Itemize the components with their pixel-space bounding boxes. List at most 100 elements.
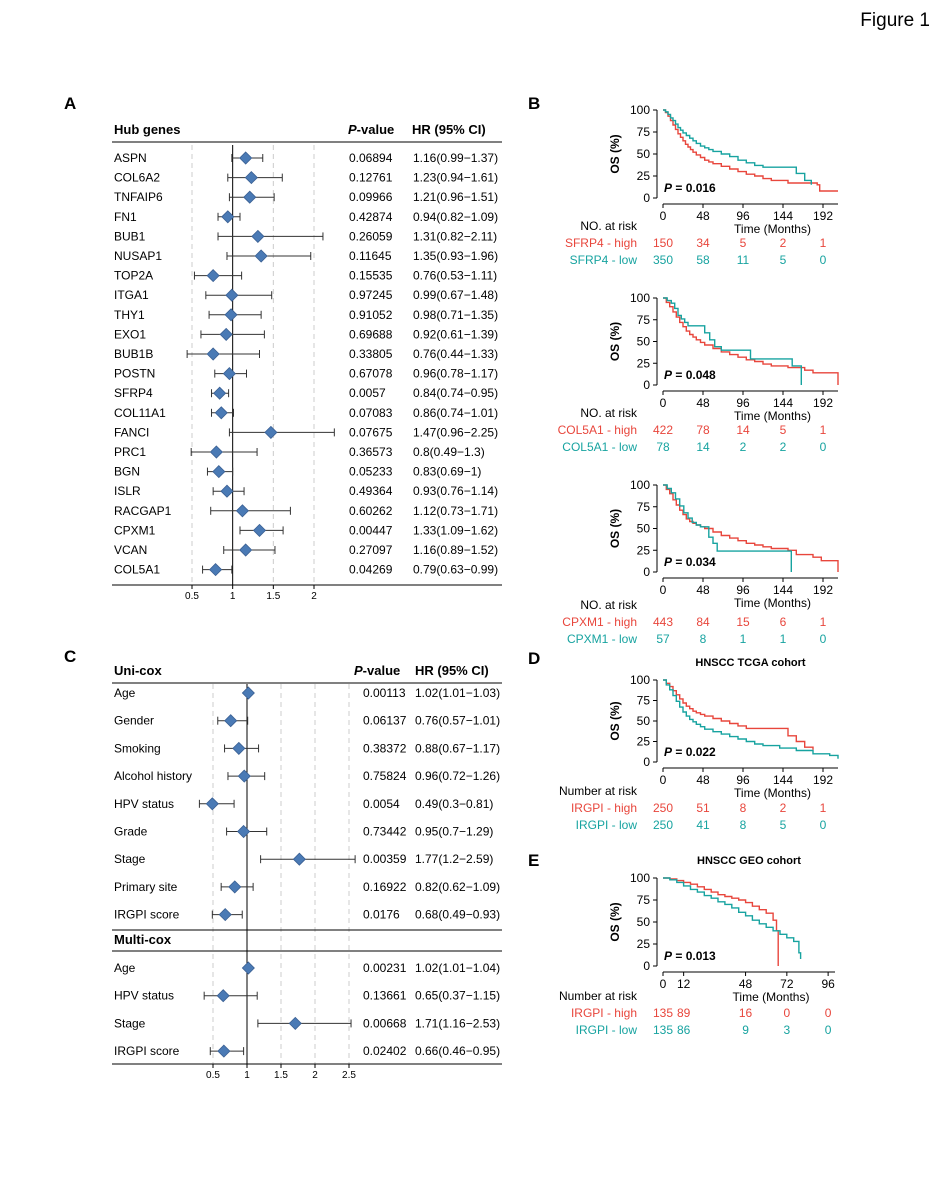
km-risk-group-label: CPXM1 - low [567, 632, 637, 646]
forest-row-hr-ci: 1.77(1.2−2.59) [415, 852, 493, 866]
forest-row-pvalue: 0.07675 [349, 425, 393, 439]
forest-row-label: IRGPI score [114, 908, 180, 922]
km-risk-count: 11 [737, 253, 750, 267]
forest-row-hr-ci: 0.76(0.44−1.33) [413, 347, 498, 361]
km-x-tick-label: 96 [736, 773, 750, 787]
km-x-tick-label: 192 [813, 209, 833, 223]
km-title: HNSCC GEO cohort [697, 855, 801, 867]
forest-row-hr-ci: 0.88(0.67−1.17) [415, 741, 500, 755]
forest-row-pvalue: 0.16922 [363, 880, 407, 894]
forest-hr-diamond [239, 151, 253, 165]
km-risk-title: NO. at risk [580, 598, 638, 612]
forest-row-label: EXO1 [114, 327, 146, 341]
km-risk-count: 1 [820, 801, 827, 815]
km-y-tick-label: 100 [630, 103, 650, 117]
km-x-tick-label: 48 [696, 583, 710, 597]
forest-row-hr-ci: 0.49(0.3−0.81) [415, 797, 493, 811]
forest-row-hr-ci: 1.71(1.16−2.53) [415, 1016, 500, 1030]
km-risk-count: 41 [696, 818, 710, 832]
km-y-tick-label: 0 [643, 755, 650, 769]
forest-hr-diamond [220, 484, 234, 498]
forest-hr-diamond [206, 269, 220, 283]
km-risk-count: 2 [780, 440, 787, 454]
forest-row-pvalue: 0.26059 [349, 229, 393, 243]
forest-row-label: VCAN [114, 543, 147, 557]
forest-row-pvalue: 0.60262 [349, 504, 393, 518]
forest-hr-diamond [225, 288, 239, 302]
forest-hr-diamond [219, 327, 233, 341]
forest-row-hr-ci: 0.99(0.67−1.48) [413, 288, 498, 302]
km-risk-count: 2 [780, 801, 787, 815]
forest-row-label: Smoking [114, 741, 161, 755]
km-y-label: OS (%) [608, 509, 622, 548]
forest-row-hr-ci: 0.83(0.69−1) [413, 465, 481, 479]
forest-row-pvalue: 0.0057 [349, 386, 386, 400]
km-curve-high [663, 109, 838, 192]
km-risk-group-label: SFRP4 - low [570, 253, 638, 267]
forest-row-label: BUB1 [114, 229, 146, 243]
panel-letter-b: B [528, 94, 540, 113]
km-y-tick-label: 100 [630, 291, 650, 305]
forest-row-pvalue: 0.11645 [349, 249, 392, 263]
km-y-tick-label: 100 [630, 871, 650, 885]
forest-hr-diamond [264, 425, 278, 439]
forest-axis-tick-label: 2 [311, 591, 317, 602]
forest-row-hr-ci: 0.82(0.62−1.09) [415, 880, 500, 894]
km-risk-count: 5 [780, 423, 787, 437]
km-risk-count: 0 [820, 440, 827, 454]
panel-letter-d: D [528, 649, 540, 668]
km-x-tick-label: 144 [773, 583, 793, 597]
forest-hr-diamond [218, 908, 232, 922]
km-risk-count: 350 [653, 253, 673, 267]
forest-row-label: RACGAP1 [114, 504, 172, 518]
forest-header-hr: HR (95% CI) [412, 122, 486, 137]
km-risk-count: 1 [740, 632, 747, 646]
forest-row-pvalue: 0.38372 [363, 741, 407, 755]
forest-hr-diamond [216, 989, 230, 1003]
forest-row-hr-ci: 1.16(0.89−1.52) [413, 543, 498, 557]
km-risk-count: 16 [739, 1006, 753, 1020]
forest-row-label: SFRP4 [114, 386, 153, 400]
panel-letter-a: A [64, 94, 76, 113]
forest-row-label: TNFAIP6 [114, 190, 163, 204]
forest-row-label: Alcohol history [114, 769, 192, 783]
forest-row-label: Stage [114, 1016, 146, 1030]
forest-hr-diamond [212, 465, 226, 479]
km-risk-group-label: IRGPI - high [571, 1006, 637, 1020]
km-x-tick-label: 144 [773, 773, 793, 787]
forest-row-pvalue: 0.00359 [363, 852, 407, 866]
km-pvalue: P = 0.022 [664, 745, 716, 759]
forest-row-hr-ci: 1.12(0.73−1.71) [413, 504, 498, 518]
forest-row-hr-ci: 1.02(1.01−1.04) [415, 961, 500, 975]
km-risk-count: 3 [783, 1023, 790, 1037]
km-curve-low [663, 109, 812, 185]
km-risk-count: 443 [653, 615, 673, 629]
km-y-tick-label: 25 [637, 735, 651, 749]
forest-row-pvalue: 0.06137 [363, 714, 407, 728]
forest-hr-diamond [251, 229, 265, 243]
forest-hr-diamond [232, 741, 246, 755]
forest-hr-diamond [205, 797, 219, 811]
forest-row-pvalue: 0.0176 [363, 908, 400, 922]
forest-axis-tick-label: 0.5 [185, 591, 199, 602]
km-risk-count: 15 [736, 615, 750, 629]
forest-hr-diamond [209, 563, 223, 577]
km-y-label: OS (%) [608, 902, 622, 941]
km-risk-count: 0 [825, 1006, 832, 1020]
km-risk-count: 84 [696, 615, 710, 629]
km-x-tick-label: 12 [677, 977, 691, 991]
forest-section2-title: Multi-cox [114, 932, 172, 947]
km-y-tick-label: 0 [643, 191, 650, 205]
forest-row-label: Age [114, 686, 136, 700]
km-x-tick-label: 192 [813, 396, 833, 410]
forest-hr-diamond [244, 171, 258, 185]
forest-row-label: Age [114, 961, 136, 975]
km-risk-count: 422 [653, 423, 673, 437]
km-risk-count: 1 [820, 423, 827, 437]
km-risk-group-label: COL5A1 - low [562, 440, 637, 454]
forest-row-pvalue: 0.91052 [349, 308, 393, 322]
km-x-tick-label: 0 [660, 977, 667, 991]
